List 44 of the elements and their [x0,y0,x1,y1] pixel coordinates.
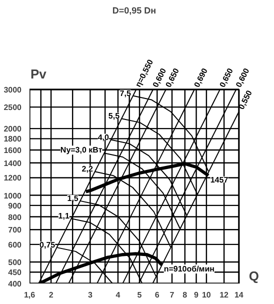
y-tick-label: 2000 [4,124,22,134]
y-tick-label: 1600 [4,146,22,156]
series-label: 1,5 [67,194,79,203]
y-tick-label: 1000 [4,191,22,200]
y-tick-label: 500 [8,258,22,268]
x-tick-label: 3 [88,290,93,300]
text: 0,690 [192,66,210,89]
x-tick-label: 9 [194,290,200,300]
x-tick-label: 5 [137,290,142,300]
series-label: 7,5 [120,88,132,98]
x-tick-label: 1,6 [24,290,36,300]
x-tick-label: 10 [202,290,212,300]
x-axis-title: Q [248,268,260,284]
y-tick-label: 400 [8,280,22,288]
y-tick-label: 450 [8,268,22,278]
text: 0,550 [236,88,254,111]
series-label: n=910об/мин [164,264,215,274]
y-tick-label: 3000 [4,86,22,94]
text: 0,650 [218,66,236,89]
x-tick-label: 2 [48,290,54,300]
x-tick-label: 6 [154,290,160,300]
chart-title: D=0,95 Dн [112,6,156,16]
y-tick-label: 900 [8,201,22,210]
series-label: 2,2 [82,164,94,174]
y-tick-label: 800 [8,212,22,222]
text: 0,600 [234,66,252,89]
y-tick-label: 2500 [4,103,22,112]
y-tick-label: 600 [8,240,22,250]
x-tick-label: 14 [234,290,244,300]
y-tick-label: 1800 [4,134,22,144]
y-tick-label: 700 [8,226,22,235]
y-axis-title: Pv [30,66,48,82]
series-label: 1,1 [58,212,70,221]
series-label: 5,5 [108,112,120,121]
x-tick-label: 8 [182,290,188,300]
x-tick-label: 7 [170,290,175,300]
y-tick-label: 1400 [4,158,22,168]
series-label: 0,75 [40,240,56,250]
series-label: Ny=3,0 кВт [60,146,102,155]
x-tick-label: 4 [116,290,121,300]
y-tick-label: 1200 [4,174,22,183]
x-tick-label: 12 [220,290,230,300]
series-label: 4,0 [98,132,110,142]
series-label: 1457 [210,176,229,184]
